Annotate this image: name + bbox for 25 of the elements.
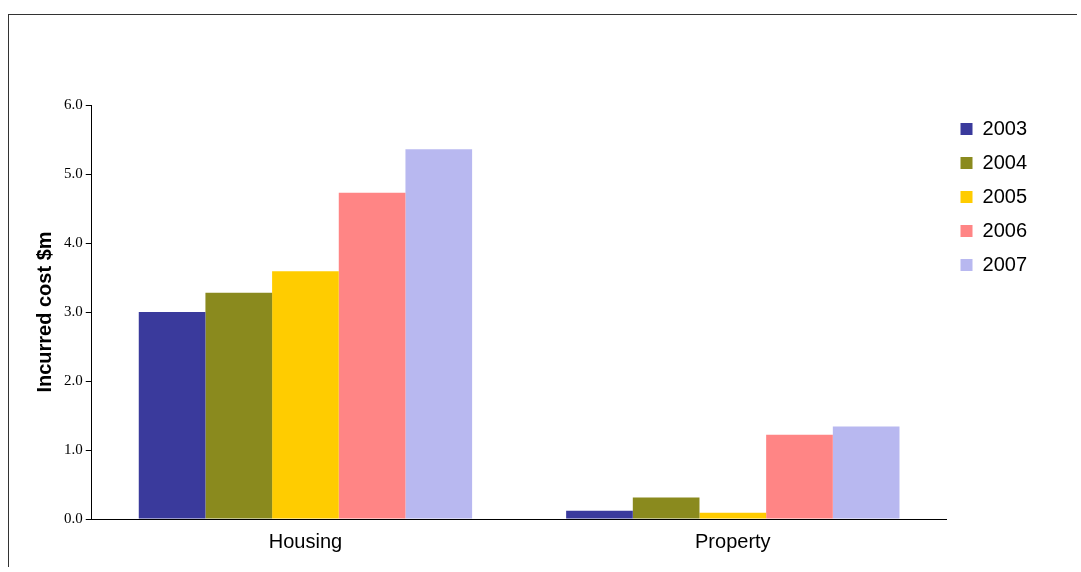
y-axis-title: Incurred cost $m	[32, 231, 55, 393]
bar	[632, 497, 700, 519]
bar	[405, 149, 473, 519]
y-tick-label: 0.0	[64, 509, 83, 526]
legend-label: 2004	[982, 150, 1028, 173]
bar	[205, 292, 273, 519]
y-tick-label: 2.0	[64, 371, 83, 388]
y-tick-label: 3.0	[64, 302, 83, 319]
bar	[566, 510, 633, 519]
y-tick-label: 5.0	[64, 164, 83, 181]
y-tick-label: 1.0	[64, 440, 83, 457]
y-tick-label: 4.0	[64, 233, 83, 250]
x-tick-label: Housing	[268, 529, 343, 552]
legend-label: 2003	[982, 116, 1028, 139]
bar	[272, 271, 339, 519]
bar	[138, 312, 206, 519]
bar	[699, 512, 767, 519]
bar	[832, 426, 900, 519]
legend-label: 2005	[982, 184, 1028, 207]
x-tick-label: Property	[695, 529, 771, 552]
y-tick-label: 6.0	[64, 95, 83, 112]
bar	[766, 434, 833, 519]
legend-label: 2006	[982, 218, 1028, 241]
bar	[338, 192, 406, 519]
legend-label: 2007	[982, 252, 1028, 275]
